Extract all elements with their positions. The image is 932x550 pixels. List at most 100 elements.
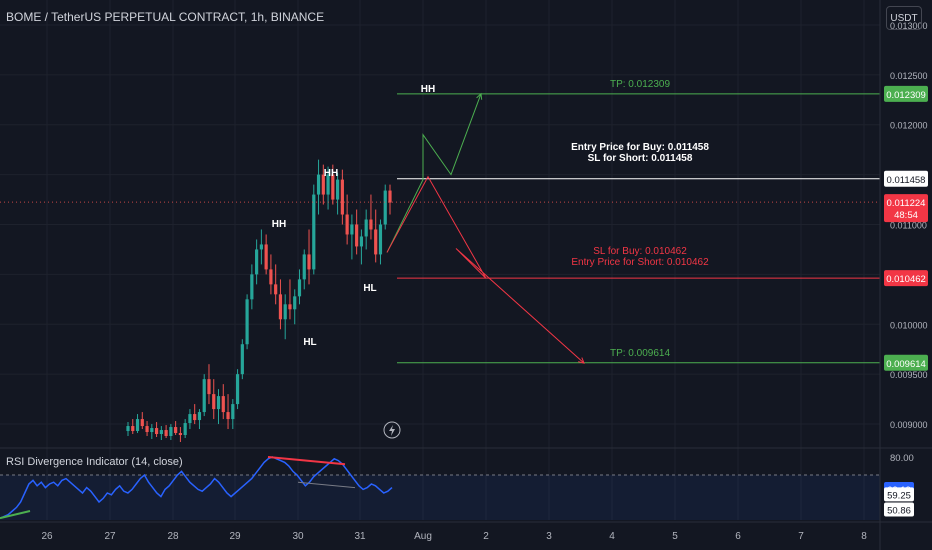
candle-body bbox=[274, 284, 278, 295]
structure-labels: HH HH HH HL HL bbox=[272, 84, 435, 348]
candle-body bbox=[250, 274, 254, 300]
time-tick-label: 30 bbox=[292, 531, 304, 542]
price-tick-label: 0.011000 bbox=[890, 220, 927, 230]
price-tick-label: 0.009000 bbox=[890, 420, 928, 430]
candle-body bbox=[245, 299, 249, 345]
candle-body bbox=[240, 344, 244, 375]
level-label: Entry Price for Short: 0.010462 bbox=[571, 257, 709, 268]
price-tag bbox=[884, 354, 928, 371]
structure-label: HH bbox=[272, 219, 286, 230]
candle-body bbox=[340, 179, 344, 215]
candle-body bbox=[331, 174, 335, 200]
candle-body bbox=[140, 419, 144, 427]
candle-body bbox=[216, 396, 221, 410]
bearish-divergence-line bbox=[267, 456, 346, 466]
chart-title: BOME / TetherUS PERPETUAL CONTRACT, 1h, … bbox=[6, 10, 325, 24]
projection-line bbox=[386, 175, 585, 364]
candle-body bbox=[255, 249, 259, 275]
price-tick-label: 0.013000 bbox=[890, 21, 928, 31]
candles bbox=[126, 159, 392, 443]
candle-body bbox=[312, 194, 316, 270]
price-axis: 0.0130000.0125000.0120000.0115000.011000… bbox=[884, 21, 928, 430]
time-tick-label: 2 bbox=[483, 531, 489, 542]
candle-body bbox=[369, 219, 373, 230]
candle-body bbox=[345, 214, 349, 235]
time-tick-label: 31 bbox=[354, 531, 366, 542]
candle-body bbox=[378, 224, 383, 255]
price-tag-label: 0.012309 bbox=[886, 90, 926, 101]
candle-body bbox=[145, 426, 149, 433]
candle-body bbox=[164, 430, 168, 437]
candle-body bbox=[297, 279, 302, 297]
candle-body bbox=[259, 244, 263, 250]
level-label: SL for Short: 0.011458 bbox=[588, 153, 693, 164]
candle-body bbox=[226, 412, 230, 420]
bullish-divergence-line bbox=[0, 510, 31, 520]
rsi-tick-label: 80.00 bbox=[890, 453, 914, 464]
candle-body bbox=[374, 229, 378, 255]
time-tick-label: 4 bbox=[609, 531, 615, 542]
projection-paths bbox=[386, 92, 585, 364]
time-tick-label: 8 bbox=[861, 531, 867, 542]
candle-body bbox=[193, 414, 197, 421]
rsi-level-label: 59.25 bbox=[887, 490, 911, 501]
current-price-tag bbox=[884, 194, 928, 223]
candle-body bbox=[364, 219, 368, 237]
candle-body bbox=[321, 174, 325, 195]
rsi-level-label: 50.86 bbox=[887, 505, 911, 516]
candle-body bbox=[307, 254, 311, 270]
structure-label: HH bbox=[421, 84, 435, 95]
price-tag-label: 0.011458 bbox=[887, 175, 926, 186]
price-tag bbox=[884, 270, 928, 287]
candle-body bbox=[388, 190, 392, 203]
time-tick-label: 6 bbox=[735, 531, 741, 542]
candle-body bbox=[197, 412, 202, 421]
candle-body bbox=[126, 426, 130, 432]
candle-body bbox=[221, 396, 225, 413]
candle-body bbox=[150, 428, 154, 433]
candle-body bbox=[212, 394, 216, 410]
candle-body bbox=[159, 430, 163, 435]
structure-label: HL bbox=[303, 337, 316, 348]
rsi-line bbox=[0, 456, 393, 519]
rsi-indicator-title: RSI Divergence Indicator (14, close) bbox=[6, 456, 183, 468]
candle-body bbox=[178, 433, 182, 436]
price-tick-label: 0.012000 bbox=[890, 121, 928, 131]
time-tick-label: 27 bbox=[104, 531, 116, 542]
currency-button[interactable]: USDT bbox=[886, 6, 922, 30]
candle-body bbox=[154, 428, 159, 435]
candle-body bbox=[174, 427, 178, 434]
candle-body bbox=[326, 174, 330, 195]
time-tick-label: 3 bbox=[546, 531, 552, 542]
divergence-helper-line bbox=[297, 481, 356, 489]
time-tick-label: Aug bbox=[414, 531, 432, 542]
time-tick-label: 7 bbox=[798, 531, 804, 542]
candle-body bbox=[355, 224, 359, 247]
candle-body bbox=[231, 404, 235, 420]
candle-body bbox=[350, 224, 354, 235]
price-tag-label: 0.010462 bbox=[886, 274, 926, 285]
candle-body bbox=[188, 414, 192, 424]
candle-body bbox=[283, 304, 287, 320]
candle-body bbox=[316, 174, 321, 195]
rsi-band bbox=[0, 475, 880, 520]
candle-body bbox=[383, 190, 387, 225]
candle-body bbox=[269, 269, 273, 285]
candle-body bbox=[183, 423, 187, 436]
price-tag bbox=[884, 85, 928, 102]
level-label: SL for Buy: 0.010462 bbox=[593, 246, 687, 257]
price-tag bbox=[884, 170, 928, 187]
chart-grid bbox=[0, 0, 880, 520]
projection-arrowhead bbox=[578, 357, 585, 364]
level-label: Entry Price for Buy: 0.011458 bbox=[571, 142, 709, 153]
time-tick-label: 26 bbox=[41, 531, 53, 542]
alert-icon[interactable] bbox=[383, 421, 401, 439]
candle-body bbox=[302, 254, 306, 280]
candle-body bbox=[336, 179, 340, 200]
level-label: TP: 0.009614 bbox=[610, 348, 670, 359]
level-label: TP: 0.012309 bbox=[610, 79, 670, 90]
price-tick-label: 0.009500 bbox=[890, 370, 928, 380]
